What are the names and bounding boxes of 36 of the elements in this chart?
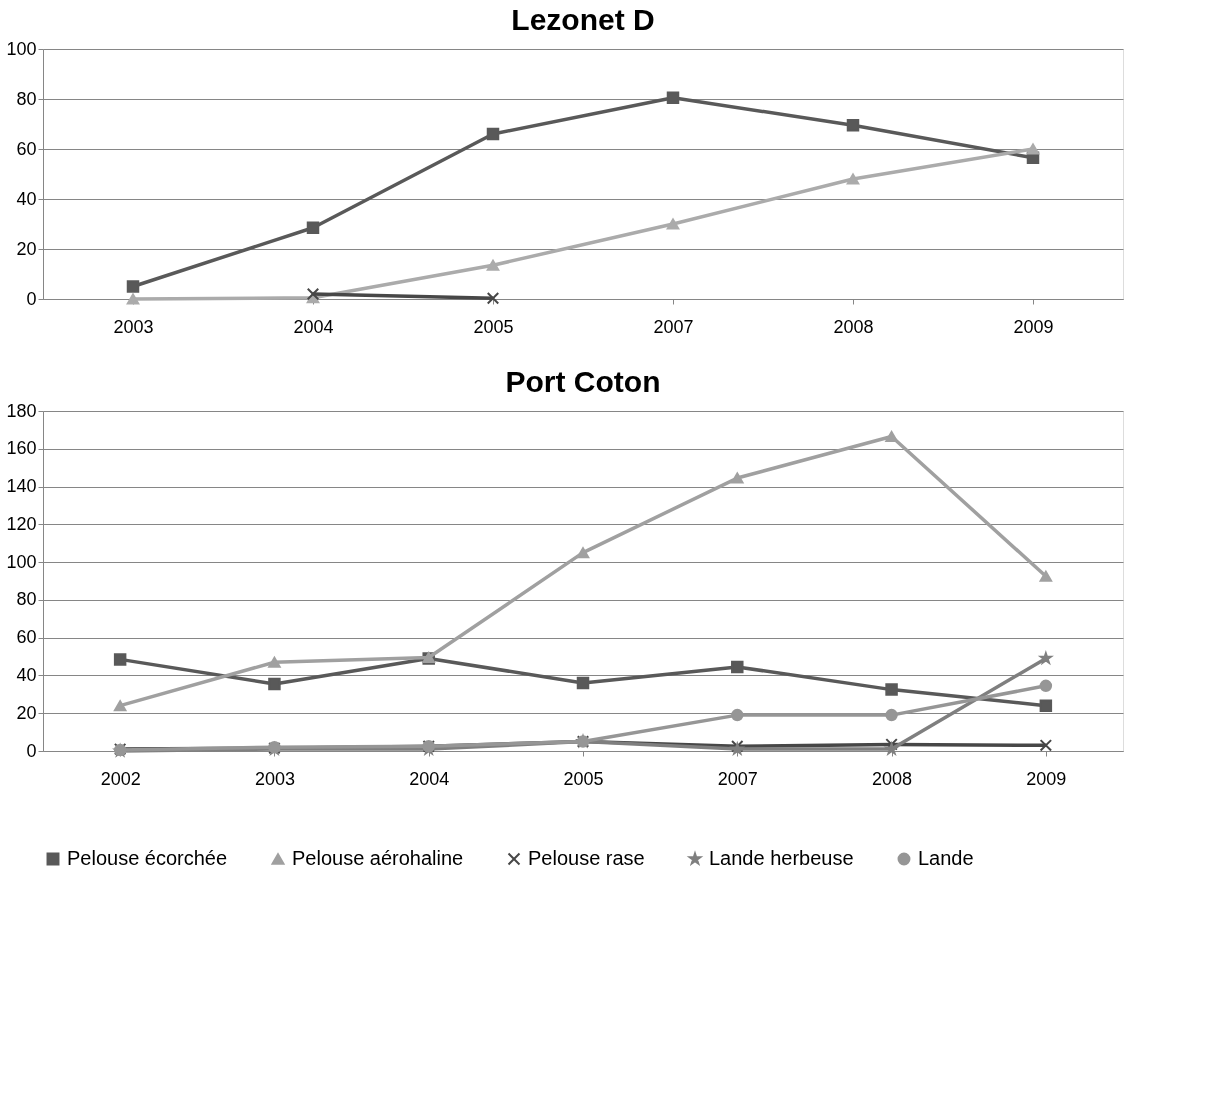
y-tick-label: 0 [26,288,37,309]
x-tick-label: 2004 [293,316,334,337]
x-tick-label: 2003 [113,316,154,337]
y-tick-label: 80 [16,88,37,109]
y-tick-label: 140 [6,476,37,497]
y-tick-label: 40 [16,664,37,685]
x-tick-label: 2007 [717,768,758,789]
y-tick-label: 160 [6,438,37,459]
x-tick-label: 2009 [1013,316,1054,337]
y-tick-label: 80 [16,589,37,610]
y-tick-label: 0 [26,740,37,761]
y-tick-label: 40 [16,188,37,209]
x-tick-label: 2009 [1026,768,1067,789]
y-tick-label: 120 [6,513,37,534]
x-tick-label: 2005 [473,316,514,337]
chart-title: Port Coton [505,365,661,398]
y-tick-label: 180 [6,400,37,421]
legend-label: Pelouse écorchée [67,847,228,869]
x-tick-label: 2008 [872,768,913,789]
y-tick-label: 60 [16,627,37,648]
y-tick-label: 20 [16,702,37,723]
legend-label: Lande [918,847,974,869]
x-tick-label: 2002 [100,768,141,789]
legend-label: Pelouse rase [528,847,645,869]
chart-title: Lezonet D [511,3,655,36]
x-tick-label: 2007 [653,316,694,337]
x-tick-label: 2004 [409,768,450,789]
y-tick-label: 60 [16,138,37,159]
y-tick-label: 20 [16,238,37,259]
x-tick-label: 2003 [254,768,295,789]
y-tick-label: 100 [6,38,37,59]
x-tick-label: 2008 [833,316,874,337]
legend-label: Lande herbeuse [709,847,854,869]
y-tick-label: 100 [6,551,37,572]
x-tick-label: 2005 [563,768,604,789]
legend-label: Pelouse aérohaline [292,847,464,869]
